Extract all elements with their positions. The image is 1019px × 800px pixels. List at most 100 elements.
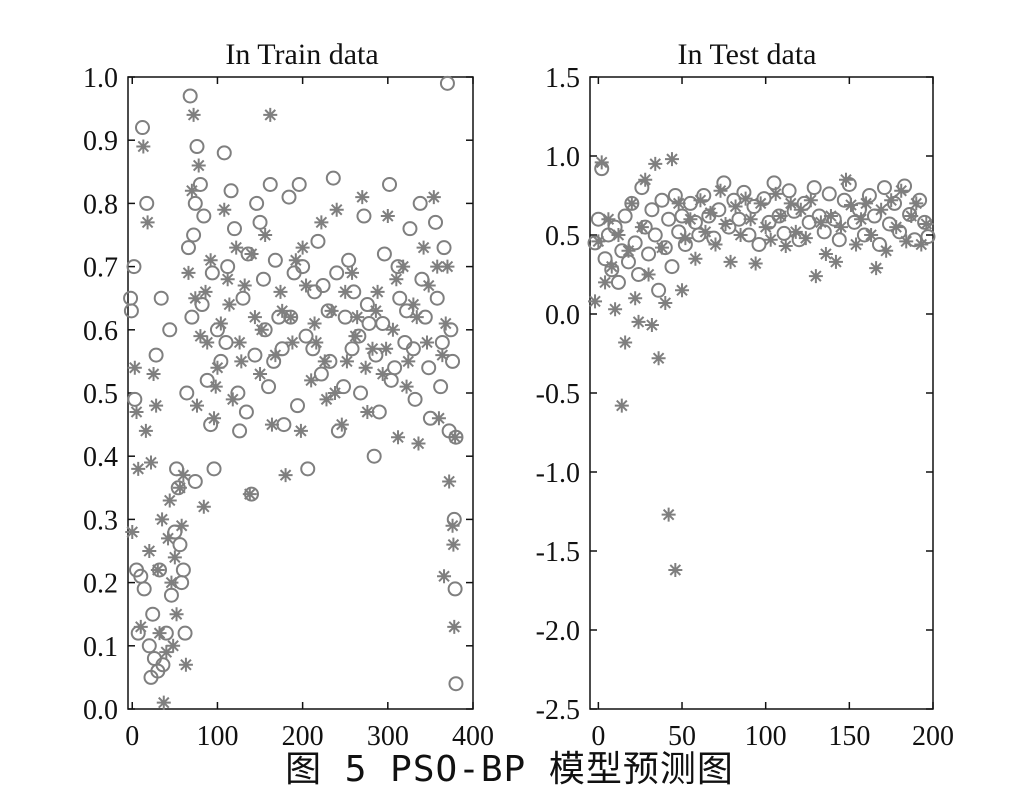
circle-marker (387, 360, 403, 376)
asterisk-marker (229, 240, 244, 255)
circle-marker (661, 211, 677, 227)
circle-marker (134, 120, 150, 136)
asterisk-marker (178, 657, 193, 672)
y-tick-label: 0.1 (83, 632, 118, 663)
circle-marker (281, 189, 297, 205)
asterisk-marker (628, 291, 643, 306)
circle-marker (766, 175, 782, 191)
asterisk-marker (144, 455, 158, 470)
circle-marker (428, 214, 444, 230)
circle-marker (392, 290, 408, 306)
y-tick-label: -2.5 (536, 695, 580, 726)
circle-marker (597, 251, 613, 267)
asterisk-marker (133, 619, 148, 634)
asterisk-marker (193, 329, 208, 344)
circle-marker (192, 176, 208, 192)
circle-marker (917, 214, 933, 230)
circle-marker (310, 233, 326, 249)
test-panel-title: In Test data (678, 38, 817, 71)
x-tick-label: 300 (367, 721, 409, 752)
asterisk-marker (167, 550, 182, 565)
x-tick-label: 100 (196, 721, 238, 752)
asterisk-marker (440, 259, 455, 274)
circle-marker (290, 398, 306, 414)
circle-marker (876, 180, 892, 196)
asterisk-marker (169, 607, 184, 622)
asterisk-marker (638, 172, 653, 187)
circle-marker (276, 417, 292, 433)
asterisk-marker (678, 231, 693, 246)
asterisk-marker (196, 499, 211, 514)
circle-marker (186, 227, 202, 243)
asterisk-marker (601, 212, 616, 227)
asterisk-marker (793, 202, 808, 217)
asterisk-marker (348, 329, 363, 344)
asterisk-marker (788, 224, 803, 239)
asterisk-marker (299, 278, 314, 293)
y-tick-label: -1.5 (536, 537, 580, 568)
asterisk-marker (150, 562, 165, 577)
circle-marker (255, 271, 271, 287)
circle-marker (448, 676, 464, 692)
asterisk-marker (438, 316, 453, 331)
y-tick-label: 1.0 (83, 63, 118, 94)
asterisk-marker (295, 240, 310, 255)
asterisk-marker (159, 645, 174, 660)
test-axis-ticks: -2.5 -2.0 -1.5 -1.0 -0.5 0.0 0.5 1.0 1.5 0 50 100 15… (536, 63, 954, 752)
x-tick-label: 50 (668, 721, 696, 752)
asterisk-marker (379, 341, 394, 356)
circle-marker (433, 379, 449, 395)
asterisk-marker (447, 619, 462, 634)
asterisk-marker (894, 183, 909, 198)
asterisk-marker (273, 284, 288, 299)
train-data-panel: In Train data 0.00.10.20.30.40.50.60.70.… (83, 38, 494, 752)
test-data-panel: In Test data -2.5 -2.0 -1.5 -1.0 -0.5 0.0 0.5 1… (536, 38, 954, 752)
asterisk-marker (420, 335, 434, 350)
circle-marker (359, 297, 375, 313)
asterisk-marker (904, 209, 919, 224)
asterisk-marker (314, 215, 329, 230)
circle-marker (187, 195, 203, 211)
asterisk-marker (421, 278, 436, 293)
circle-marker (831, 232, 847, 248)
asterisk-marker (355, 190, 370, 205)
circle-marker (341, 252, 357, 268)
asterisk-marker (783, 196, 798, 211)
circle-marker (436, 240, 452, 256)
asterisk-marker (283, 310, 298, 325)
circle-marker (336, 379, 352, 395)
circle-marker (139, 195, 155, 211)
circle-marker (353, 385, 369, 401)
x-tick-label: 200 (912, 721, 954, 752)
circle-marker (617, 208, 633, 224)
asterisk-marker (758, 220, 773, 235)
circle-marker (153, 290, 169, 306)
circle-marker (329, 265, 345, 281)
asterisk-marker (304, 373, 319, 388)
asterisk-marker (614, 398, 629, 413)
asterisk-marker (442, 474, 457, 489)
y-tick-label: 0.8 (83, 189, 118, 220)
circle-marker (267, 252, 283, 268)
asterisk-marker (345, 265, 360, 280)
circle-marker (162, 322, 178, 338)
asterisk-marker (268, 348, 283, 363)
asterisk-marker (200, 335, 215, 350)
asterisk-marker (803, 193, 818, 208)
circle-marker (806, 180, 822, 196)
asterisk-marker (152, 626, 167, 641)
circle-marker (412, 195, 428, 211)
x-tick-label: 100 (745, 721, 787, 752)
asterisk-marker (435, 348, 450, 363)
asterisk-marker (334, 417, 349, 432)
asterisk-marker (889, 220, 904, 235)
y-tick-label: -2.0 (536, 616, 580, 647)
circle-marker (821, 186, 837, 202)
y-tick-label: 0.6 (83, 316, 118, 347)
y-tick-label: 0.5 (83, 379, 118, 410)
asterisk-marker (899, 234, 914, 249)
asterisk-marker (208, 379, 223, 394)
y-tick-label: -0.5 (536, 379, 580, 410)
asterisk-marker (319, 392, 334, 407)
circle-marker (235, 290, 251, 306)
